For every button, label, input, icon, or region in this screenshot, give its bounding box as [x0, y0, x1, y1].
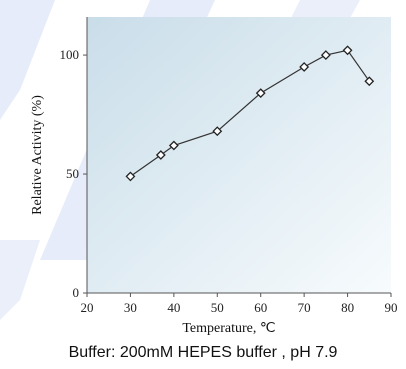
x-tick-label: 70 — [298, 300, 311, 315]
x-axis-title: Temperature, ℃ — [182, 321, 275, 336]
plot-area — [87, 17, 391, 293]
data-point — [212, 126, 223, 137]
x-tick-label: 20 — [81, 300, 94, 315]
y-axis-title: Relative Activity (%) — [30, 95, 45, 215]
data-point — [155, 150, 166, 160]
buffer-caption: Buffer: 200mM HEPES buffer , pH 7.9 — [68, 344, 338, 361]
x-tick-label: 30 — [124, 300, 137, 315]
x-tick-label: 90 — [385, 300, 398, 315]
data-point — [255, 88, 266, 99]
data-point — [125, 171, 136, 182]
axes — [83, 17, 392, 297]
y-tick-label: 100 — [60, 47, 80, 62]
series-activity — [125, 45, 375, 182]
data-point — [320, 50, 331, 60]
x-tick-label: 40 — [167, 300, 180, 315]
data-point — [299, 62, 310, 72]
x-tick-label: 50 — [211, 300, 224, 315]
y-tick-label: 50 — [66, 166, 79, 181]
data-point — [342, 45, 353, 56]
data-point — [168, 140, 179, 151]
x-tick-label: 60 — [254, 300, 267, 315]
tick-labels: 20 30 40 50 60 70 80 90 0 50 100 — [60, 47, 398, 315]
y-tick-label: 0 — [73, 285, 80, 300]
data-point — [364, 76, 375, 87]
x-tick-label: 80 — [341, 300, 354, 315]
